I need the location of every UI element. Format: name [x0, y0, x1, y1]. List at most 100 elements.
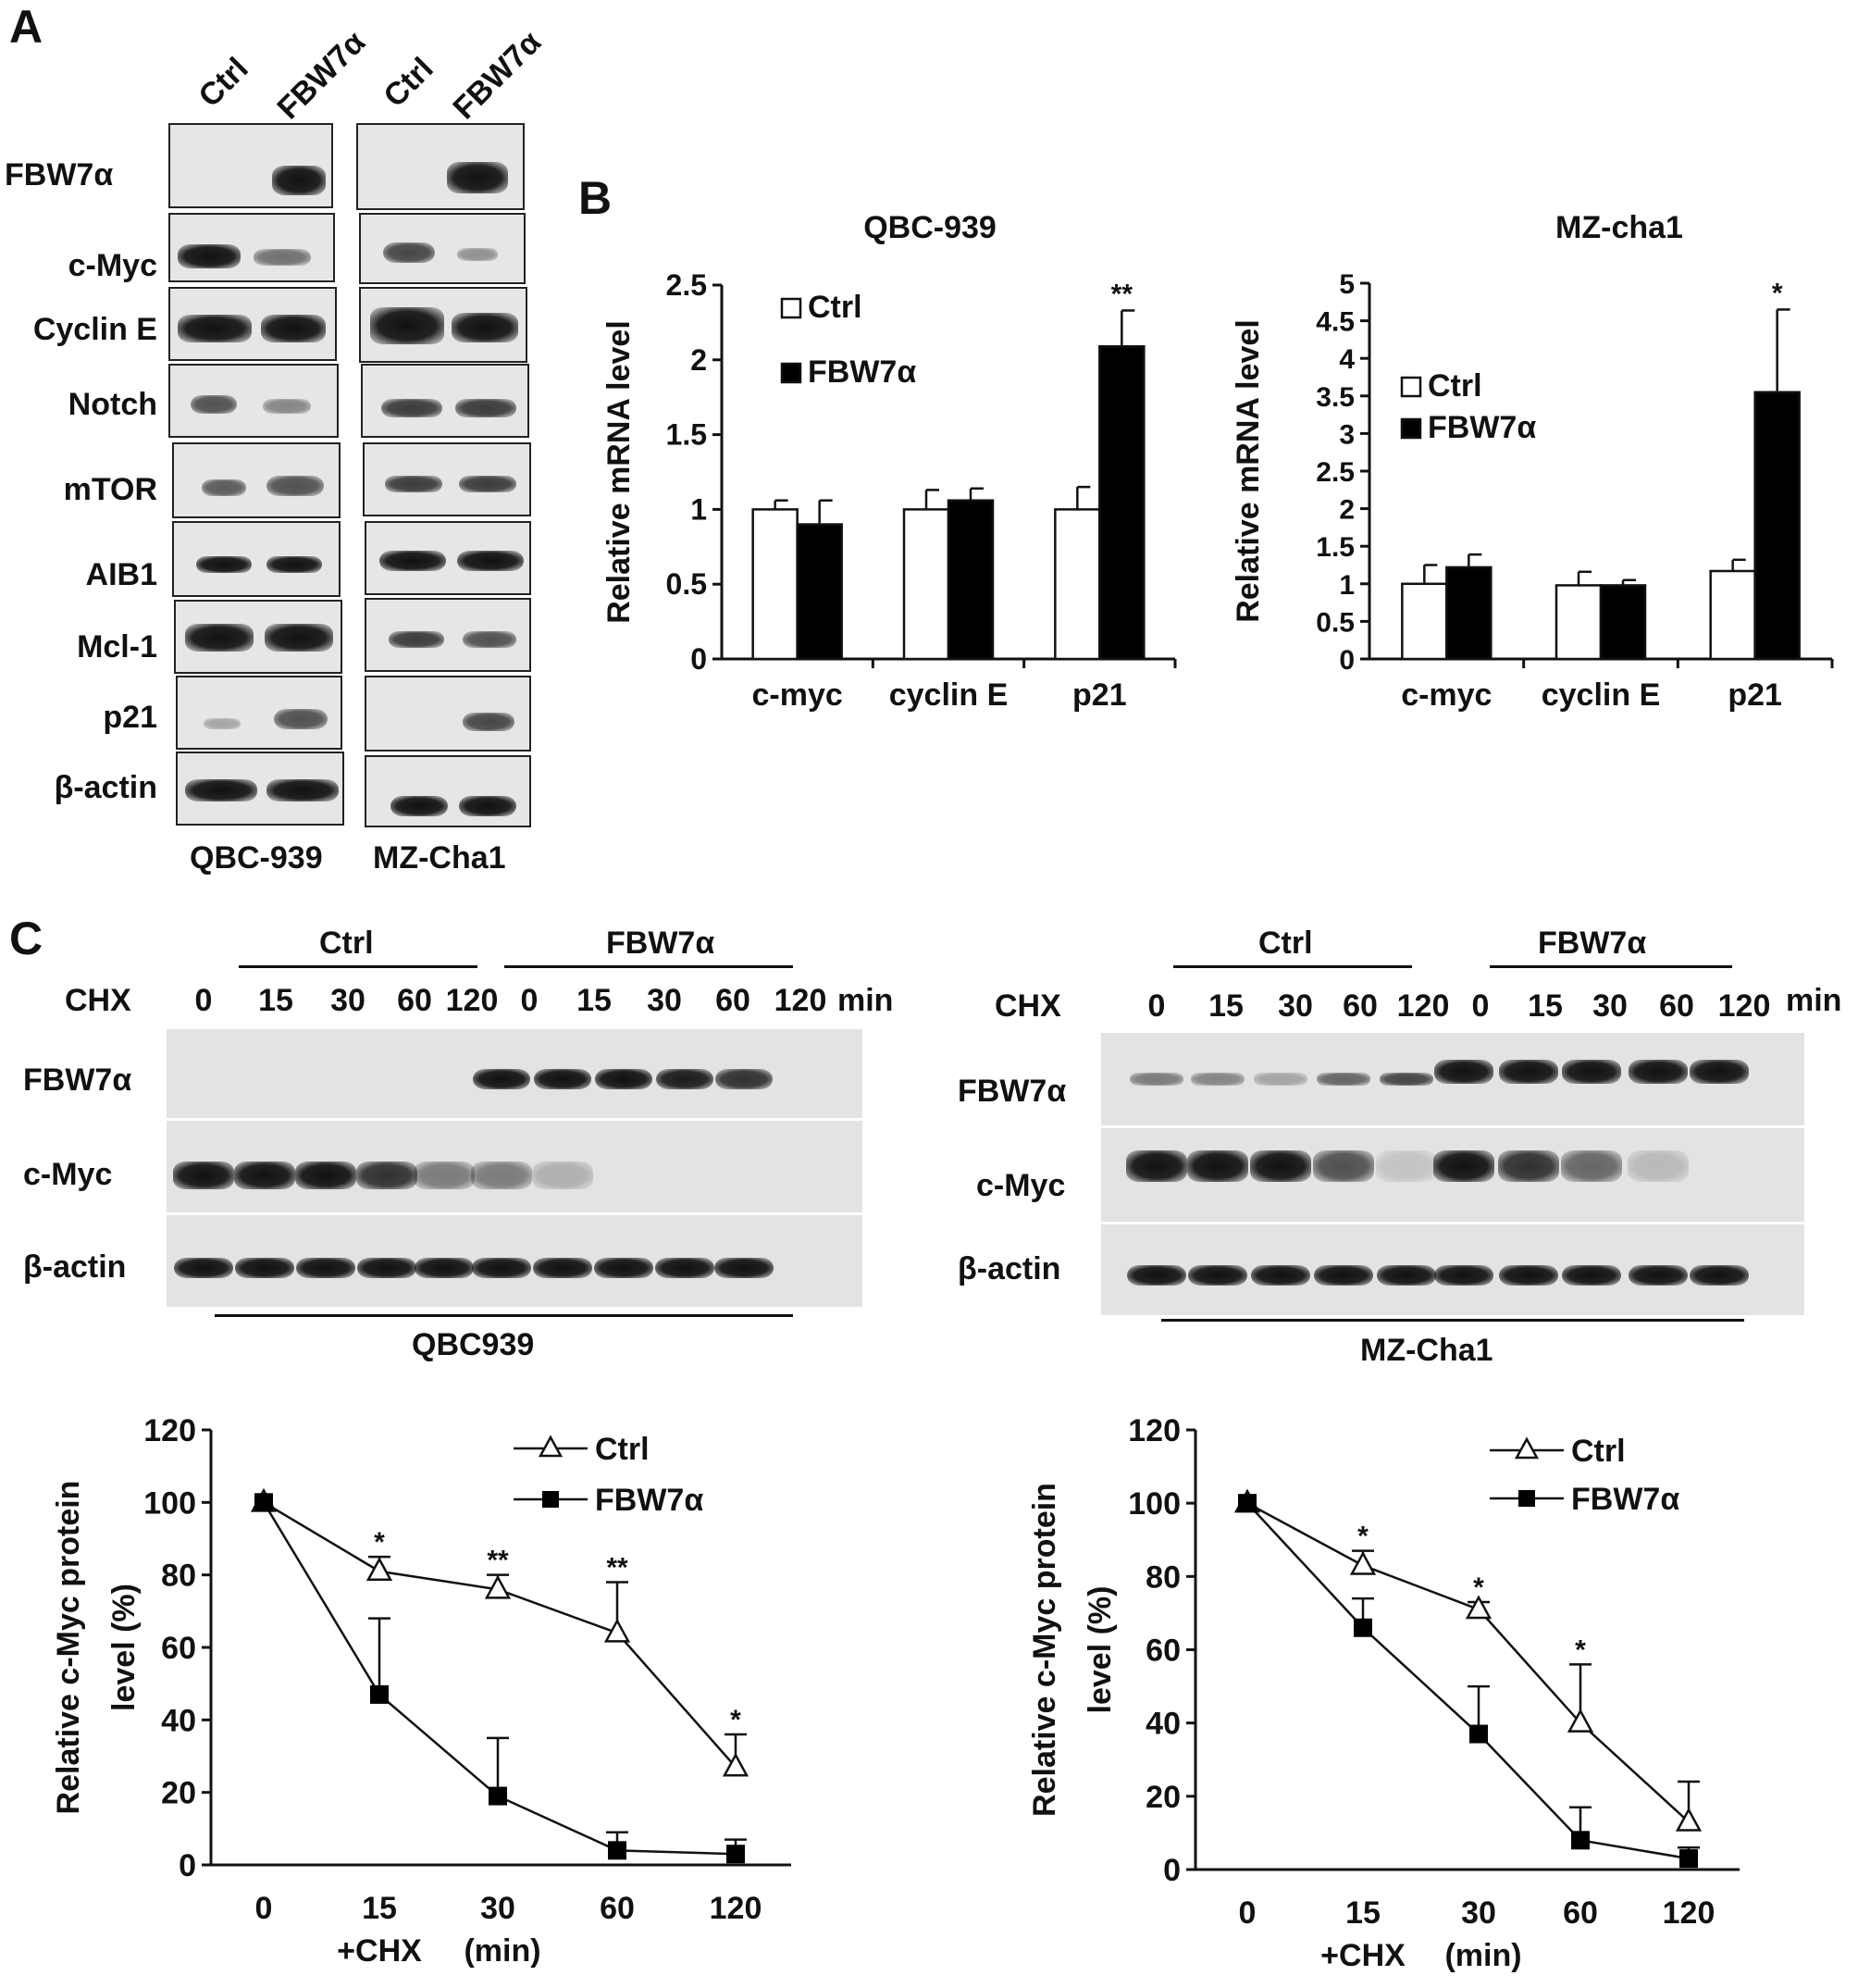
significance-label: * — [1357, 1522, 1369, 1552]
blot-strip — [365, 598, 531, 672]
gel-band — [534, 1069, 591, 1089]
legend-swatch — [1400, 417, 1422, 440]
unit-label: min — [1786, 983, 1842, 1018]
gel-band — [1434, 1265, 1493, 1286]
legend-label: FBW7α — [1428, 410, 1536, 445]
time-label: 120 — [1717, 988, 1771, 1024]
row-label: Cyclin E — [32, 312, 157, 347]
significance-label: ** — [1111, 279, 1133, 309]
gel-band — [472, 1258, 531, 1278]
x-tick-label: 60 — [1563, 1895, 1598, 1931]
lane-label: Ctrl — [377, 51, 440, 115]
x-tick-label: cyclin E — [889, 677, 1009, 713]
data-point — [370, 1684, 389, 1704]
gel-band — [1433, 1150, 1494, 1182]
x-tick-label: 15 — [1345, 1895, 1381, 1931]
y-tick-label: 0.5 — [1316, 607, 1355, 638]
time-label: 0 — [520, 983, 539, 1018]
time-label: 30 — [647, 983, 682, 1018]
data-point — [603, 1618, 631, 1643]
blot-strip — [172, 521, 341, 597]
y-axis-label: Relative c-Myc protein — [1027, 1483, 1062, 1817]
y-tick-label: 0.5 — [666, 567, 707, 601]
y-tick-label: 2 — [690, 343, 707, 377]
gel-band — [1377, 1265, 1436, 1286]
time-label: 60 — [397, 983, 432, 1018]
y-tick-label: 5 — [1339, 269, 1355, 300]
chx-label: CHX — [65, 983, 131, 1018]
gel-band — [1499, 1060, 1558, 1084]
legend-swatch — [780, 297, 802, 319]
gel-row-label: FBW7α — [958, 1074, 1067, 1109]
y-tick-label: 1.5 — [1316, 532, 1355, 563]
blot-strip — [359, 287, 527, 363]
bar — [1445, 565, 1493, 661]
legend-label: Ctrl — [1571, 1434, 1626, 1469]
x-tick-label: 120 — [710, 1891, 762, 1926]
panel-c-letter: C — [9, 913, 43, 964]
bar — [947, 499, 995, 661]
gel-band — [1191, 1073, 1245, 1086]
y-tick-label: 60 — [161, 1631, 196, 1666]
gel-band — [1376, 1150, 1437, 1182]
x-tick-label: p21 — [1728, 677, 1782, 713]
gel-band — [296, 1258, 355, 1278]
cell-line-label: MZ-Cha1 — [373, 840, 506, 876]
data-point — [726, 1845, 745, 1864]
significance-label: * — [730, 1705, 741, 1735]
significance-label: ** — [606, 1553, 628, 1584]
gel-right — [1101, 1033, 1804, 1315]
y-tick-label: 20 — [1146, 1780, 1181, 1815]
gel-row-label: β-actin — [958, 1251, 1061, 1286]
gel-band — [1317, 1073, 1370, 1086]
cell-line-line — [215, 1314, 793, 1317]
time-label: 30 — [1278, 988, 1313, 1024]
gel-band — [533, 1258, 592, 1278]
row-label: Notch — [68, 387, 157, 422]
gel-band — [1313, 1150, 1374, 1182]
y-tick-label: 0 — [1163, 1853, 1181, 1888]
gel-band — [655, 1258, 714, 1278]
gel-band — [1562, 1060, 1621, 1084]
significance-label: ** — [487, 1546, 509, 1576]
gel-band — [1250, 1150, 1311, 1182]
gel-band — [1187, 1150, 1248, 1182]
ctrl-group-label: Ctrl — [319, 926, 374, 961]
gel-band — [1499, 1265, 1558, 1286]
data-point — [1238, 1494, 1257, 1513]
cell-line-label: MZ-Cha1 — [1360, 1333, 1493, 1368]
gel-band — [235, 1258, 294, 1278]
group-line — [239, 965, 477, 968]
unit-label: min — [837, 983, 894, 1018]
x-tick-label: 0 — [1239, 1895, 1257, 1931]
data-point — [722, 1752, 749, 1777]
x-tick-label: 30 — [480, 1891, 515, 1926]
bar — [1054, 508, 1101, 661]
gel-band — [1628, 1150, 1689, 1182]
gel-band — [357, 1258, 416, 1278]
y-tick-label: 2.5 — [666, 268, 707, 302]
bar — [751, 508, 799, 661]
gel-band — [1690, 1265, 1749, 1286]
bar — [1098, 345, 1146, 661]
time-label: 60 — [1659, 988, 1694, 1024]
bar-chart-qbc939: QBC-939 0 0.5 1 1.5 2 2.5 Relative mRNA level c-… — [601, 210, 1177, 713]
gel-band — [1562, 1265, 1621, 1286]
row-label: AIB1 — [85, 557, 157, 592]
blot-strip — [356, 123, 525, 210]
significance-label: * — [374, 1527, 385, 1558]
blot-strip — [365, 755, 531, 827]
line-chart-mzcha1: 0 20 40 60 80 100 120 Relative c-Myc protein lev… — [1027, 1413, 1740, 1973]
y-tick-label: 1 — [1339, 570, 1355, 601]
time-label: 0 — [194, 983, 213, 1018]
y-tick-label: 1 — [690, 492, 707, 526]
lane-label: FBW7α — [270, 24, 373, 127]
row-label: Mcl-1 — [77, 629, 157, 665]
blot-strip — [365, 521, 531, 595]
gel-band — [473, 1069, 530, 1089]
y-tick-label: 1.5 — [666, 418, 707, 452]
x-tick-label: p21 — [1072, 677, 1127, 713]
time-label: 60 — [1343, 988, 1378, 1024]
y-tick-label: 40 — [1146, 1707, 1181, 1742]
x-tick-label: c-myc — [752, 677, 843, 713]
